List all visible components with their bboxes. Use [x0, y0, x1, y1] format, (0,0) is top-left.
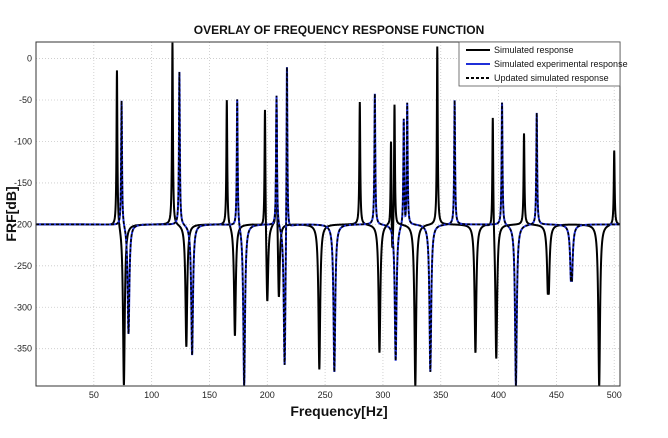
x-tick-label: 150: [202, 390, 217, 400]
x-tick-label: 250: [318, 390, 333, 400]
y-tick-label: 0: [27, 54, 32, 64]
x-tick-label: 200: [260, 390, 275, 400]
y-tick-label: -150: [14, 178, 32, 188]
legend-entry-0: Simulated response: [494, 45, 574, 55]
x-tick-label: 50: [89, 390, 99, 400]
y-tick-label: -50: [19, 95, 32, 105]
y-axis-label: FRF[dB]: [3, 186, 19, 241]
y-tick-label: -350: [14, 344, 32, 354]
series-line-2: [36, 67, 620, 386]
y-tick-label: -250: [14, 261, 32, 271]
chart-title: OVERLAY OF FREQUENCY RESPONSE FUNCTION: [194, 23, 485, 37]
y-tick-label: -200: [14, 219, 32, 229]
x-tick-label: 450: [549, 390, 564, 400]
x-tick-label: 400: [491, 390, 506, 400]
legend-entry-2: Updated simulated response: [494, 73, 609, 83]
plot-frame: [35, 41, 621, 387]
x-tick-label: 300: [375, 390, 390, 400]
series-lines: [36, 42, 620, 386]
x-tick-label: 500: [607, 390, 622, 400]
series-line-0: [36, 42, 620, 386]
y-tick-label: -100: [14, 136, 32, 146]
x-tick-label: 350: [433, 390, 448, 400]
x-tick-label: 100: [144, 390, 159, 400]
x-axis-label: Frequency[Hz]: [290, 403, 387, 419]
legend-entry-1: Simulated experimental response: [494, 59, 628, 69]
legend: Simulated response Simulated experimenta…: [458, 41, 628, 87]
tick-labels: 50 100 150 200 250 300 350 400 450 500 0 -50 -100 -15…: [14, 54, 622, 400]
y-tick-label: -300: [14, 302, 32, 312]
